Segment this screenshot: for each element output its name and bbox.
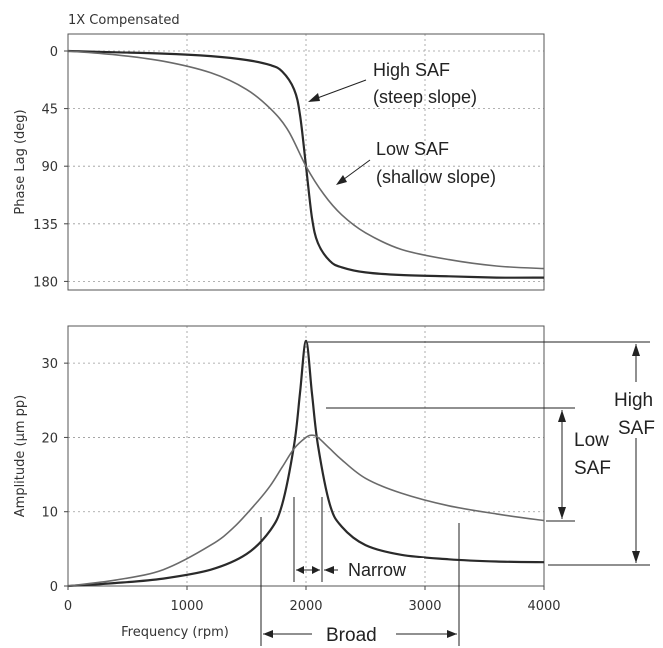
amplitude-y-tick-label: 0 [50,580,58,595]
amplitude-high-saf-curve [67,339,545,588]
high-saf-label-bg [612,382,662,438]
broad-right-arrow [447,630,457,638]
amplitude-x-tick-label: 1000 [170,599,203,614]
phase-y-tick-label: 135 [33,218,58,233]
amplitude-y-tick-label: 30 [41,357,58,372]
amplitude-y-axis-label: Amplitude (μm pp) [13,395,28,517]
phase-lag-chart: 1X Compensated 0 45 90 135 180 Phase Lag (de… [13,13,545,291]
amplitude-y-ticks: 0 10 20 30 [41,357,68,595]
amplitude-x-tick-label: 0 [64,599,72,614]
phase-low-saf-sublabel: (shallow slope) [376,167,496,187]
amplitude-x-ticks: 0 1000 2000 3000 4000 [64,586,561,614]
phase-y-tick-label: 180 [33,275,58,290]
phase-low-saf-arrow [339,159,371,183]
amplitude-y-tick-label: 10 [41,506,58,521]
amplitude-x-tick-label: 3000 [408,599,441,614]
broad-left-arrow [263,630,273,638]
amplitude-y-tick-label: 20 [41,431,58,446]
phase-high-saf-arrow [311,79,367,101]
narrow-label: Narrow [348,560,407,580]
phase-y-ticks: 0 45 90 135 180 [33,45,68,290]
amplitude-x-axis-label: Frequency (rpm) [121,625,229,640]
broad-label: Broad [326,625,377,646]
amplitude-x-tick-label: 4000 [527,599,560,614]
phase-y-tick-label: 90 [41,160,58,175]
amplitude-x-tick-label: 2000 [289,599,322,614]
high-saf-dimension-bottom-arrow [632,551,640,563]
amp-low-saf-sublabel: SAF [574,458,611,479]
phase-curves [67,49,545,279]
low-saf-dimension-top-arrow [558,410,566,422]
high-saf-dimension-top-arrow [632,344,640,356]
amp-high-saf-label: High [614,390,653,411]
narrow-right-arrow [312,566,320,574]
low-saf-dimension-bottom-arrow [558,507,566,519]
amp-high-saf-sublabel: SAF [618,418,655,439]
narrow-label-bg [342,558,424,582]
phase-axis-frame [67,33,545,291]
phase-y-tick-label: 0 [50,45,58,60]
phase-high-saf-sublabel: (steep slope) [373,87,477,107]
phase-y-axis-label: Phase Lag (deg) [13,109,28,214]
narrow-leader-arrow [324,566,334,574]
phase-high-saf-label: High SAF [373,60,450,80]
phase-low-saf-label: Low SAF [376,139,449,159]
amplitude-chart: 0 10 20 30 0 1000 2000 3000 4000 Amplitude (μm … [13,325,662,646]
low-saf-label-bg [572,424,614,480]
phase-grid [68,34,544,290]
amplitude-low-saf-curve [67,434,545,587]
amplitude-grid [68,326,544,586]
chart-title: 1X Compensated [68,13,180,28]
narrow-left-arrow [296,566,304,574]
phase-low-saf-arrowhead [336,175,347,185]
phase-y-tick-label: 45 [41,103,58,118]
phase-high-saf-arrowhead [308,93,320,102]
amplitude-curves [67,339,545,588]
amp-low-saf-label: Low [574,430,609,451]
broad-label-bg [312,620,396,646]
phase-low-saf-curve [67,50,545,270]
